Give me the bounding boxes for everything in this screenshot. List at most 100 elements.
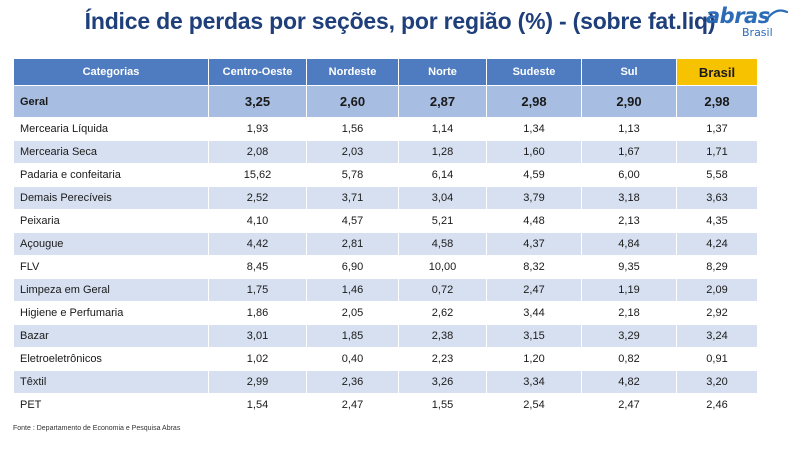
cell-value: 4,57 — [306, 209, 399, 233]
cell-value: 2,46 — [676, 393, 758, 417]
logo-wordmark: abras — [706, 4, 770, 28]
cell-value: 1,86 — [208, 301, 307, 325]
cell-value: 3,34 — [486, 370, 582, 394]
table-row: FLV 8,45 6,90 10,00 8,32 9,35 8,29 — [13, 255, 758, 279]
abras-logo: abras Brasil — [706, 4, 792, 44]
cell-value: 0,82 — [581, 347, 677, 371]
cell-value: 2,99 — [208, 370, 307, 394]
cell-value: 4,84 — [581, 232, 677, 256]
cell-value: 1,93 — [208, 117, 307, 141]
cell-value: 6,00 — [581, 163, 677, 187]
cell-value: 1,02 — [208, 347, 307, 371]
row-label: PET — [13, 393, 209, 417]
cell-value: 1,34 — [486, 117, 582, 141]
table-row: Mercearia Seca 2,08 2,03 1,28 1,60 1,67 1,71 — [13, 140, 758, 164]
cell-value: 4,59 — [486, 163, 582, 187]
cell-value: 0,91 — [676, 347, 758, 371]
cell-value: 1,13 — [581, 117, 677, 141]
cell-value: 2,13 — [581, 209, 677, 233]
cell-value: 9,35 — [581, 255, 677, 279]
row-label: Peixaria — [13, 209, 209, 233]
logo-swoosh-icon — [766, 9, 788, 21]
cell-value: 10,00 — [398, 255, 487, 279]
losses-table: Categorias Centro-Oeste Nordeste Norte S… — [13, 58, 758, 417]
cell-value: 2,54 — [486, 393, 582, 417]
page-title: Índice de perdas por seções, por região … — [84, 8, 716, 34]
table-row: Padaria e confeitaria 15,62 5,78 6,14 4,59 6,… — [13, 163, 758, 187]
cell-value: 1,14 — [398, 117, 487, 141]
table-row: Eletroeletrônicos 1,02 0,40 2,23 1,20 0,82 0,9… — [13, 347, 758, 371]
cell-value: 1,67 — [581, 140, 677, 164]
table-row: Bazar 3,01 1,85 2,38 3,15 3,29 3,24 — [13, 324, 758, 348]
cell-value: 2,36 — [306, 370, 399, 394]
table-row: Peixaria 4,10 4,57 5,21 4,48 2,13 4,35 — [13, 209, 758, 233]
cell-value: 4,35 — [676, 209, 758, 233]
cell-value: 8,29 — [676, 255, 758, 279]
cell-value: 3,71 — [306, 186, 399, 210]
cell-value: 4,42 — [208, 232, 307, 256]
cell-value: 1,19 — [581, 278, 677, 302]
cell-value: 1,54 — [208, 393, 307, 417]
cell-value: 2,60 — [306, 85, 399, 118]
cell-value: 2,05 — [306, 301, 399, 325]
column-header-categorias: Categorias — [13, 58, 209, 86]
cell-value: 2,38 — [398, 324, 487, 348]
column-header-nordeste: Nordeste — [306, 58, 399, 86]
cell-value: 2,47 — [581, 393, 677, 417]
row-label: Mercearia Seca — [13, 140, 209, 164]
cell-value: 3,25 — [208, 85, 307, 118]
cell-value: 1,55 — [398, 393, 487, 417]
cell-value: 3,79 — [486, 186, 582, 210]
cell-value: 3,18 — [581, 186, 677, 210]
row-label: Geral — [13, 85, 209, 118]
cell-value: 2,98 — [486, 85, 582, 118]
cell-value: 2,98 — [676, 85, 758, 118]
cell-value: 3,20 — [676, 370, 758, 394]
table-row: Limpeza em Geral 1,75 1,46 0,72 2,47 1,19 2,09 — [13, 278, 758, 302]
cell-value: 8,45 — [208, 255, 307, 279]
cell-value: 6,14 — [398, 163, 487, 187]
cell-value: 4,48 — [486, 209, 582, 233]
cell-value: 2,90 — [581, 85, 677, 118]
cell-value: 5,78 — [306, 163, 399, 187]
cell-value: 1,60 — [486, 140, 582, 164]
table-row: Demais Perecíveis 2,52 3,71 3,04 3,79 3,18 3,6… — [13, 186, 758, 210]
row-label: Padaria e confeitaria — [13, 163, 209, 187]
table-row: PET 1,54 2,47 1,55 2,54 2,47 2,46 — [13, 393, 758, 417]
row-label: Limpeza em Geral — [13, 278, 209, 302]
cell-value: 4,10 — [208, 209, 307, 233]
cell-value: 4,58 — [398, 232, 487, 256]
cell-value: 2,81 — [306, 232, 399, 256]
table-row: Açougue 4,42 2,81 4,58 4,37 4,84 4,24 — [13, 232, 758, 256]
row-label: Eletroeletrônicos — [13, 347, 209, 371]
row-label: Açougue — [13, 232, 209, 256]
cell-value: 1,75 — [208, 278, 307, 302]
cell-value: 8,32 — [486, 255, 582, 279]
cell-value: 1,71 — [676, 140, 758, 164]
column-header-sul: Sul — [581, 58, 677, 86]
cell-value: 2,18 — [581, 301, 677, 325]
cell-value: 3,63 — [676, 186, 758, 210]
source-note: Fonte : Departamento de Economia e Pesqu… — [13, 425, 181, 432]
cell-value: 1,37 — [676, 117, 758, 141]
cell-value: 1,28 — [398, 140, 487, 164]
cell-value: 2,47 — [486, 278, 582, 302]
cell-value: 4,37 — [486, 232, 582, 256]
cell-value: 3,44 — [486, 301, 582, 325]
cell-value: 1,46 — [306, 278, 399, 302]
cell-value: 2,09 — [676, 278, 758, 302]
table-header-row: Categorias Centro-Oeste Nordeste Norte S… — [13, 58, 758, 86]
column-header-norte: Norte — [398, 58, 487, 86]
cell-value: 4,24 — [676, 232, 758, 256]
cell-value: 2,08 — [208, 140, 307, 164]
row-label: Mercearia Líquida — [13, 117, 209, 141]
cell-value: 2,62 — [398, 301, 487, 325]
cell-value: 1,56 — [306, 117, 399, 141]
row-label: FLV — [13, 255, 209, 279]
cell-value: 2,92 — [676, 301, 758, 325]
cell-value: 1,85 — [306, 324, 399, 348]
row-label: Higiene e Perfumaria — [13, 301, 209, 325]
row-label: Bazar — [13, 324, 209, 348]
cell-value: 6,90 — [306, 255, 399, 279]
cell-value: 15,62 — [208, 163, 307, 187]
